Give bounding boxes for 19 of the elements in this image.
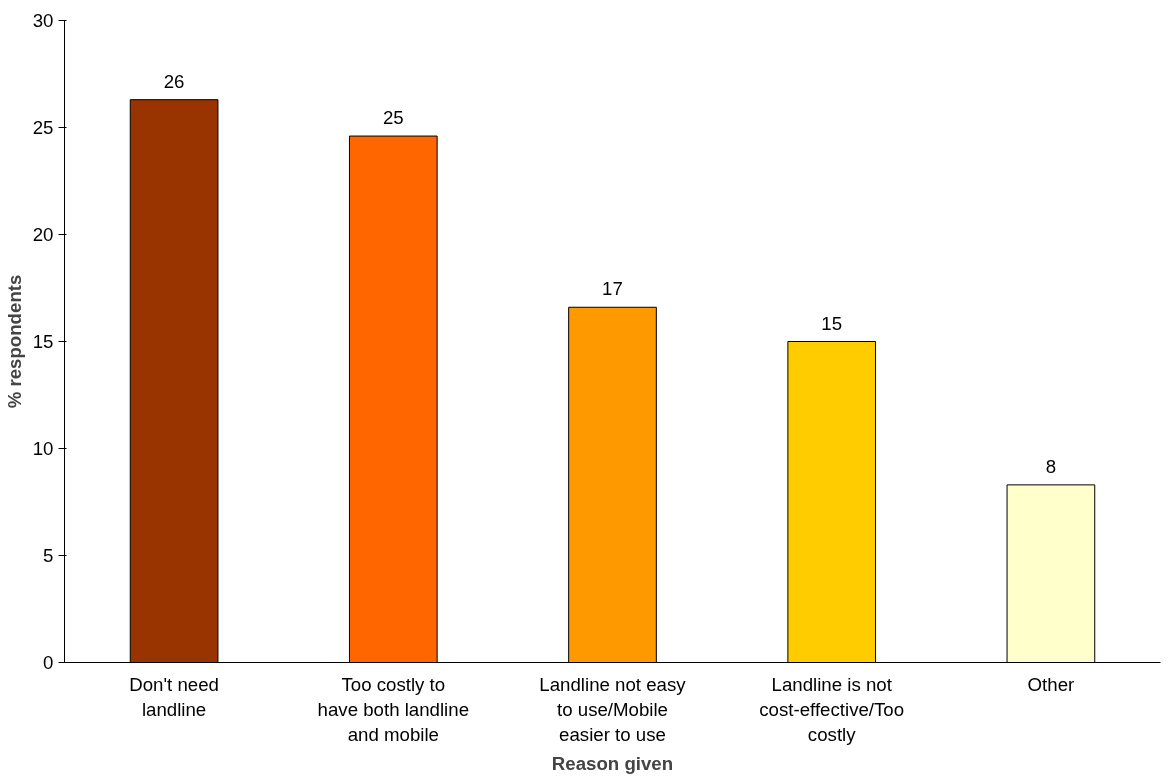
x-tick-label: Other — [1027, 673, 1075, 695]
y-tick-label: 15 — [32, 331, 54, 352]
y-tick-label: 20 — [32, 224, 54, 245]
x-tick-label: Too costly to have both landline and mobile — [317, 673, 470, 745]
y-axis-title: % respondents — [3, 274, 25, 409]
x-tick-label: Landline not easy to use/Mobile easier to use — [539, 673, 687, 745]
data-label: 15 — [821, 312, 843, 334]
y-tick-label: 10 — [32, 438, 54, 459]
y-tick-label: 0 — [43, 652, 54, 673]
y-tick-label: 25 — [32, 117, 54, 138]
x-tick-label: Don't need landline — [129, 673, 219, 720]
data-label: 8 — [1045, 455, 1057, 477]
data-label: 17 — [602, 278, 623, 300]
data-label: 26 — [163, 70, 185, 92]
y-tick-label: 5 — [43, 545, 54, 566]
data-label: 25 — [382, 107, 404, 129]
x-axis-title: Reason given — [551, 752, 674, 774]
x-tick-label: Landline is not cost-effective/Too costly — [759, 673, 905, 745]
y-tick-label: 30 — [32, 10, 54, 31]
